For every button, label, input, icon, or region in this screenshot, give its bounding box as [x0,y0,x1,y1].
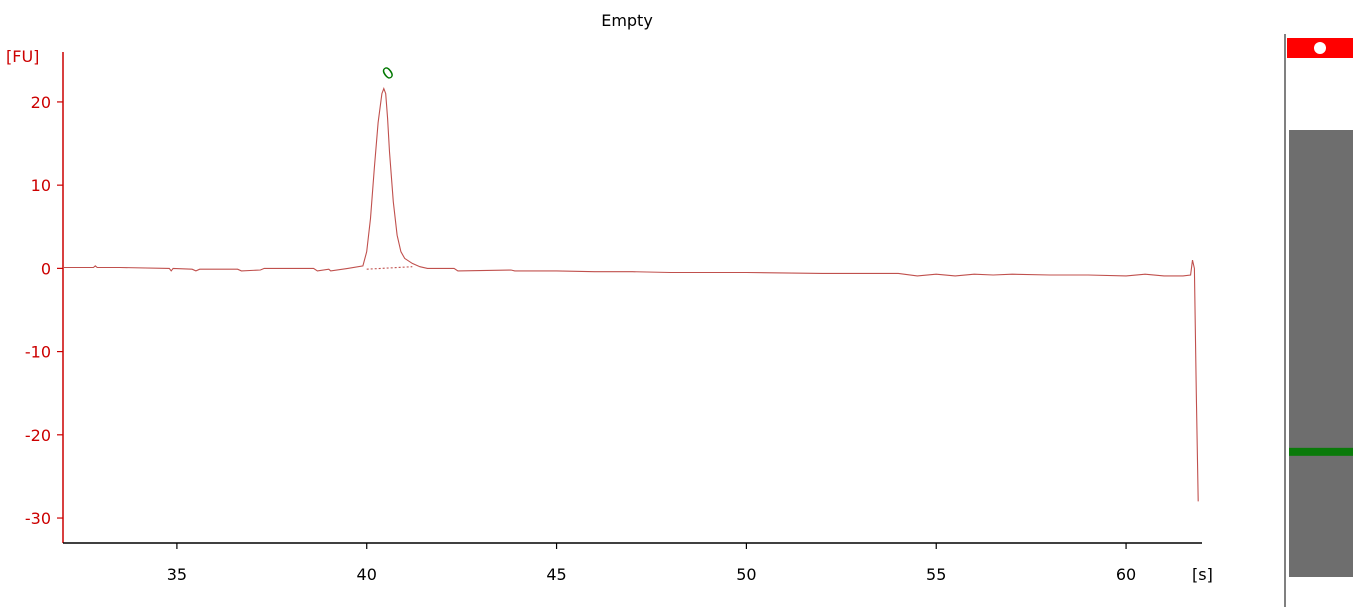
y-tick-label: -20 [25,426,51,445]
y-tick-label: 20 [31,93,51,112]
y-tick-label: -30 [25,509,51,528]
gel-lane [1284,34,1353,607]
y-tick-label: 10 [31,176,51,195]
y-ticks: 20 10 0 -10 -20 -30 [25,93,63,528]
x-axis-label: [s] [1192,565,1213,584]
gel-band [1289,447,1353,456]
x-tick-label: 40 [357,565,377,584]
signal-trace-line [63,87,1199,502]
x-axis: [s] [63,542,1213,584]
y-axis-label: [FU] [6,47,39,66]
x-tick-label: 45 [546,565,566,584]
y-tick-label: 0 [41,259,51,278]
baseline-dotted-line [366,266,413,270]
gel-lane-body [1289,130,1353,577]
x-tick-label: 60 [1116,565,1136,584]
y-axis: [FU] [6,47,64,543]
y-tick-label: -10 [25,343,51,362]
plot-area [63,87,1199,502]
x-tick-label: 50 [736,565,756,584]
chart-title: Empty [601,11,653,30]
x-tick-label: 55 [926,565,946,584]
peak-annotation-label: 0 [378,63,397,84]
x-tick-label: 35 [167,565,187,584]
gel-marker-dot [1314,42,1326,54]
annotations: 0 [378,63,397,84]
x-ticks: 35 40 45 50 55 60 [167,543,1136,584]
